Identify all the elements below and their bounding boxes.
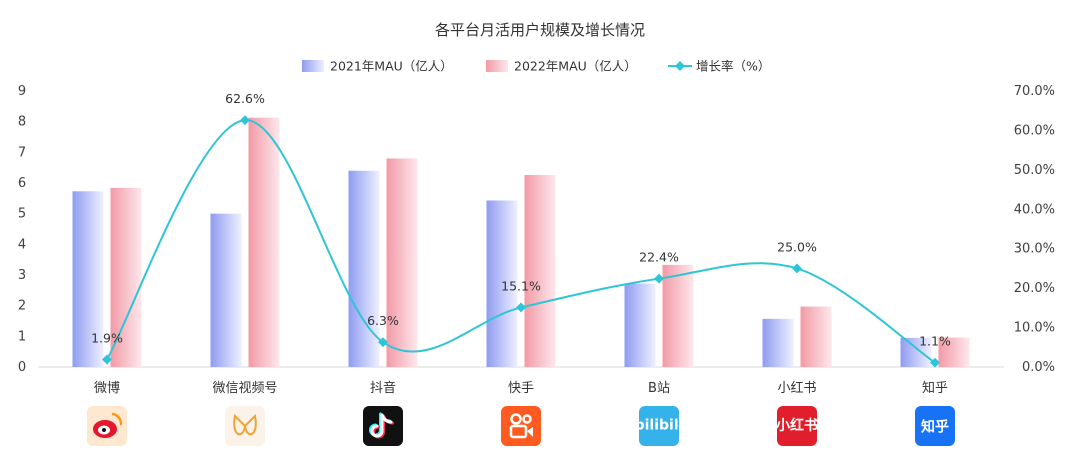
- growth-rate-point: [792, 263, 802, 274]
- category-label: 知乎: [922, 380, 948, 396]
- growth-rate-point: [930, 357, 940, 368]
- growth-rate-point: [102, 354, 112, 365]
- left-axis-tick: 5: [18, 207, 26, 222]
- bar-2022: [938, 337, 970, 367]
- growth-rate-label: 1.1%: [919, 334, 951, 349]
- svg-text:bilibili: bilibili: [635, 417, 684, 433]
- legend-label: 2021年MAU（亿人）: [330, 59, 453, 74]
- left-axis-tick: 2: [18, 299, 26, 314]
- bar-2021: [624, 283, 656, 367]
- left-axis-tick: 7: [18, 145, 26, 160]
- legend-swatch: [486, 60, 508, 72]
- category-label: 微信视频号: [212, 381, 277, 396]
- right-axis-tick: 10.0%: [1014, 321, 1055, 336]
- growth-rate-label: 15.1%: [501, 278, 541, 293]
- right-axis-tick: 0.0%: [1022, 360, 1055, 375]
- left-axis-tick: 6: [18, 176, 26, 191]
- legend-label: 增长率（%）: [696, 59, 770, 74]
- bar-2021: [72, 191, 104, 367]
- growth-rate-label: 25.0%: [777, 239, 817, 254]
- zhihu-icon: 知乎: [915, 406, 955, 446]
- left-axis-tick: 8: [18, 115, 26, 130]
- growth-rate-point: [516, 302, 526, 313]
- xiaohongshu-icon: 小红书: [776, 406, 818, 446]
- legend-label: 2022年MAU（亿人）: [514, 59, 637, 74]
- right-axis: 0.0% 10.0% 20.0% 30.0% 40.0% 50.0% 60.0% 70.0%: [1014, 84, 1055, 375]
- douyin-icon: [363, 406, 403, 446]
- growth-rate-point: [378, 337, 388, 348]
- left-axis-tick: 9: [18, 84, 26, 99]
- bar-2022: [386, 158, 418, 367]
- bilibili-icon: bilibili: [635, 406, 684, 446]
- legend-item: 2022年MAU（亿人）: [486, 59, 637, 74]
- bar-2021: [348, 170, 380, 367]
- category-label: 快手: [508, 381, 534, 396]
- right-axis-tick: 50.0%: [1014, 163, 1055, 178]
- left-axis-tick: 1: [18, 329, 26, 344]
- platform-icons: bilibili 小红书 知乎: [87, 406, 955, 446]
- bar-2022: [662, 264, 694, 367]
- right-axis-tick: 20.0%: [1014, 281, 1055, 296]
- growth-rate-point: [654, 273, 664, 284]
- growth-rate-label: 6.3%: [367, 313, 399, 328]
- right-axis-tick: 60.0%: [1014, 123, 1055, 138]
- kuaishou-icon: [501, 406, 541, 446]
- svg-text:知乎: 知乎: [921, 418, 949, 435]
- category-label: B站: [648, 381, 670, 396]
- category-labels: 微博 微信视频号 抖音 快手 B站 小红书 知乎: [94, 380, 948, 396]
- bar-2022: [110, 187, 142, 367]
- chart-title: 各平台月活用户规模及增长情况: [435, 21, 645, 39]
- bar-2022: [248, 117, 280, 368]
- bar-2022: [524, 175, 556, 367]
- legend-swatch: [302, 60, 324, 72]
- right-axis-tick: 70.0%: [1014, 84, 1055, 99]
- right-axis-tick: 40.0%: [1014, 202, 1055, 217]
- left-axis-tick: 4: [18, 237, 26, 252]
- growth-rate-point: [240, 115, 250, 126]
- growth-rate-label: 22.4%: [639, 250, 679, 265]
- growth-line: 1.9% 62.6% 6.3% 15.1% 22.4% 25.0% 1.1%: [91, 91, 951, 368]
- left-axis-tick: 3: [18, 268, 26, 283]
- left-axis-tick: 0: [18, 360, 26, 375]
- legend-item: 增长率（%）: [668, 59, 770, 74]
- weibo-icon: [87, 406, 127, 446]
- svg-text:小红书: 小红书: [776, 417, 818, 434]
- bar-2022: [800, 306, 832, 367]
- category-label: 抖音: [370, 380, 396, 396]
- bar-2021: [486, 200, 518, 367]
- bar-2021: [762, 318, 794, 367]
- legend: 2021年MAU（亿人） 2022年MAU（亿人） 增长率（%）: [302, 59, 770, 74]
- growth-rate-label: 62.6%: [225, 91, 265, 106]
- growth-rate-label: 1.9%: [91, 331, 123, 346]
- category-label: 微博: [94, 381, 120, 396]
- right-axis-tick: 30.0%: [1014, 242, 1055, 257]
- bars: [72, 117, 970, 368]
- bar-2021: [210, 213, 242, 367]
- wechat-channels-icon: [225, 406, 265, 446]
- bar-2021: [900, 337, 932, 367]
- legend-item: 2021年MAU（亿人）: [302, 59, 453, 74]
- left-axis: 0 1 2 3 4 5 6 7 8 9: [18, 84, 26, 375]
- category-label: 小红书: [777, 380, 816, 396]
